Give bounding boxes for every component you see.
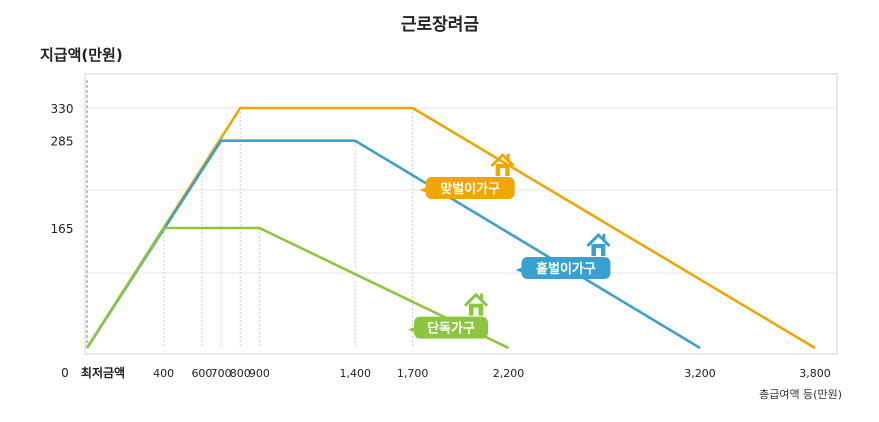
x-tick-label: 2,200 (493, 367, 525, 380)
house-icon (463, 293, 489, 316)
x-axis-label: 총급여액 등(만원) (759, 388, 842, 401)
series-label-pointer (419, 186, 430, 194)
x-tick-label: 1,400 (339, 367, 371, 380)
series-label-1: 홑벌이가구 (515, 233, 611, 279)
series-line-2 (85, 226, 510, 350)
x-tick-label: 800 (230, 367, 251, 380)
series-label-pill (414, 316, 488, 339)
series-label-0: 맞벌이가구 (419, 153, 515, 199)
origin-label: 0 (61, 366, 69, 380)
x-tick-label: 3,800 (799, 367, 831, 380)
min-wage-label: 최저금액 (81, 365, 125, 380)
series-label-pointer (515, 266, 526, 274)
series-label-pointer (408, 325, 418, 334)
y-axis-label: 지급액(만원) (40, 46, 123, 64)
chart-title: 근로장려금 (401, 15, 480, 35)
x-tick-label: 700 (211, 367, 232, 380)
x-tick-label: 3,200 (684, 367, 716, 380)
series-label-pill (521, 257, 611, 279)
series-layer (85, 106, 816, 350)
series-label-text: 홑벌이가구 (536, 261, 596, 277)
y-tick-label: 330 (51, 102, 74, 116)
grid-layer (85, 80, 837, 348)
house-icon (490, 153, 515, 176)
series-label-2: 단독가구 (408, 293, 489, 339)
y-tick-label: 285 (51, 135, 74, 149)
x-tick-label: 1,700 (397, 367, 429, 380)
series-label-pill (425, 177, 515, 199)
series-label-text: 맞벌이가구 (440, 181, 500, 197)
plot-frame (84, 73, 838, 355)
y-tick-label: 165 (51, 222, 74, 236)
house-icon (586, 233, 611, 256)
x-tick-label: 400 (153, 367, 174, 380)
series-label-text: 단독가구 (427, 321, 475, 337)
x-tick-label: 600 (191, 367, 212, 380)
x-tick-label: 900 (249, 367, 270, 380)
